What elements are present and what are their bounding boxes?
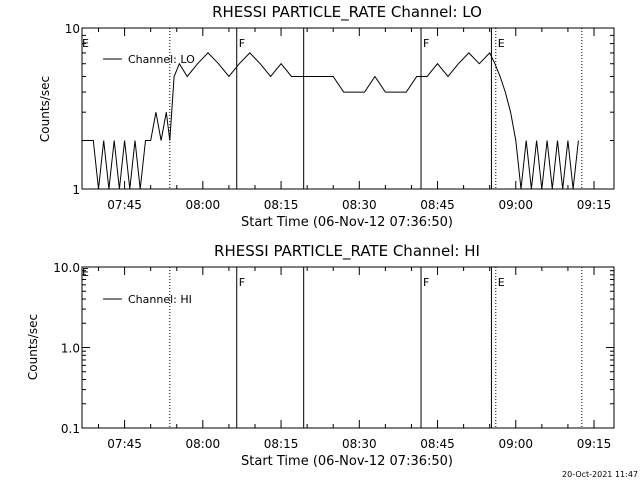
panel-lo-ylabel: Counts/sec <box>38 76 52 142</box>
panel-hi-ytick-label: 1.0 <box>61 342 80 356</box>
panel-hi-xtick-label: 08:00 <box>186 437 221 451</box>
panel-hi-edge-label: E <box>82 266 89 279</box>
panel-lo-xlabel: Start Time (06-Nov-12 07:36:50) <box>241 215 453 230</box>
panel-hi-legend: Channel: HI <box>103 293 192 306</box>
panel-lo-marker-label: E <box>498 37 505 50</box>
panel-hi-xtick-label: 09:15 <box>577 437 612 451</box>
panel-hi-xlabel: Start Time (06-Nov-12 07:36:50) <box>241 454 453 469</box>
panel-hi-xtick-label: 08:30 <box>342 437 377 451</box>
panel-hi-frame <box>81 266 615 429</box>
panel-lo-marks: 1 10 07:45 08:00 08:15 08:30 08:45 09:00 09:15 F F… <box>65 22 614 212</box>
panel-lo-xtick-label: 08:00 <box>186 198 221 212</box>
panel-lo-series-line <box>82 52 579 190</box>
panel-hi-legend-label: Channel: HI <box>128 293 192 306</box>
panel-hi-marks: 0.1 1.0 10.0 07:45 08:00 08:15 08:30 08:45 09:00… <box>53 261 614 451</box>
panel-hi: RHESSI PARTICLE_RATE Channel: HI Counts/… <box>26 242 615 469</box>
panel-lo-ytick-label: 10 <box>65 22 80 36</box>
panel-lo-xtick-label: 08:30 <box>342 198 377 212</box>
panel-hi-xtick-label: 08:45 <box>420 437 455 451</box>
panel-lo-title: RHESSI PARTICLE_RATE Channel: LO <box>212 3 482 22</box>
panel-lo-frame <box>81 27 615 190</box>
footer-timestamp: 20-Oct-2021 11:47 <box>562 470 638 479</box>
panel-lo-ytick-label: 1 <box>72 183 80 197</box>
panel-hi-xtick-label: 09:00 <box>498 437 533 451</box>
panel-lo-xtick-label: 08:45 <box>420 198 455 212</box>
panel-lo-xtick-label: 08:15 <box>264 198 299 212</box>
panel-lo-legend: Channel: LO <box>103 53 195 66</box>
panel-lo-xtick-label: 07:45 <box>107 198 142 212</box>
panel-hi-xtick-label: 07:45 <box>107 437 142 451</box>
panel-hi-ytick-label: 10.0 <box>53 261 80 275</box>
panel-lo-marker-label: F <box>423 37 429 50</box>
panel-lo-legend-label: Channel: LO <box>128 53 195 66</box>
panel-hi-marker-label: F <box>423 276 429 289</box>
panel-lo-xtick-label: 09:15 <box>577 198 612 212</box>
panel-hi-xtick-label: 08:15 <box>264 437 299 451</box>
panel-hi-ytick-label: 0.1 <box>61 422 80 436</box>
panel-lo: RHESSI PARTICLE_RATE Channel: LO Counts/… <box>38 3 615 230</box>
panel-hi-marker-label: F <box>239 276 245 289</box>
panel-hi-ylabel: Counts/sec <box>26 314 40 380</box>
panel-lo-marker-label: F <box>239 37 245 50</box>
panel-hi-marker-label: E <box>498 276 505 289</box>
panel-hi-title: RHESSI PARTICLE_RATE Channel: HI <box>214 242 480 261</box>
panel-lo-xtick-label: 09:00 <box>498 198 533 212</box>
